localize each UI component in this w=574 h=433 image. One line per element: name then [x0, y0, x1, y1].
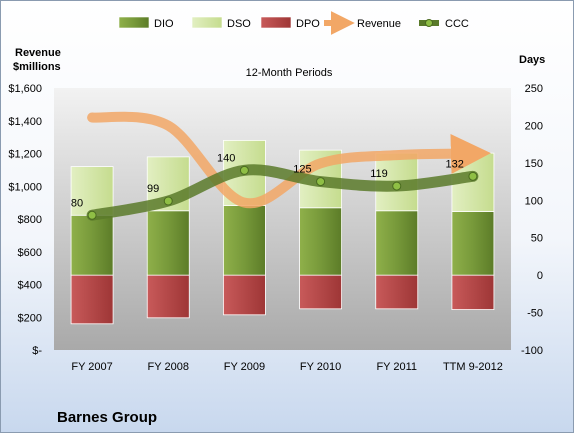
y-axis-right-ticks: -100 -50 0 50 100 150 200 250	[521, 83, 543, 357]
legend-label: CCC	[445, 18, 469, 30]
x-tick-label: FY 2010	[300, 361, 341, 373]
ccc-data-label: 99	[147, 183, 159, 195]
y-axis-left-label: Revenue	[15, 47, 61, 59]
y-right-tick-label: -100	[521, 345, 543, 357]
y-right-tick-label: 100	[525, 195, 543, 207]
bar-dio	[451, 211, 495, 276]
ccc-point	[87, 210, 97, 220]
y-axis-left-ticks: $- $200 $400 $600 $800 $1,000 $1,200 $1,400 $1,6…	[8, 83, 42, 357]
chart-title: 12-Month Periods	[246, 67, 333, 79]
lines: 80 99 140 125 119 132	[71, 111, 491, 221]
bar-dpo	[451, 274, 495, 310]
legend-label: DSO	[227, 18, 251, 30]
y-right-tick-label: 150	[525, 158, 543, 170]
revenue-line	[87, 111, 491, 209]
ccc-point	[316, 177, 326, 187]
x-tick-label: FY 2009	[224, 361, 265, 373]
y-axis-left-label-line2: $millions	[13, 61, 61, 73]
ccc-data-label: 80	[71, 197, 83, 209]
bar-dso	[70, 166, 114, 216]
ccc-line	[86, 164, 479, 221]
ccc-data-label: 119	[370, 168, 388, 180]
legend-label: DIO	[154, 18, 174, 30]
y-left-tick-label: $-	[32, 345, 42, 357]
plot-area	[54, 88, 511, 350]
y-right-tick-label: -50	[527, 308, 543, 320]
legend-swatch-point	[425, 19, 433, 27]
ccc-point	[392, 181, 402, 191]
y-left-tick-label: $1,400	[8, 116, 42, 128]
ccc-point	[239, 165, 249, 175]
ccc-data-label: 140	[217, 152, 235, 164]
bar-dpo	[146, 274, 190, 319]
bar-dpo	[299, 274, 342, 310]
x-tick-label: TTM 9-2012	[443, 361, 503, 373]
x-tick-label: FY 2008	[148, 361, 189, 373]
x-tick-label: FY 2007	[71, 361, 112, 373]
y-left-tick-label: $200	[18, 312, 42, 324]
bar-dpo	[375, 274, 419, 310]
bar-dpo	[223, 274, 266, 316]
company-name: Barnes Group	[57, 409, 157, 426]
y-left-tick-label: $1,000	[8, 181, 42, 193]
y-left-tick-label: $1,600	[8, 83, 42, 95]
y-right-tick-label: 0	[537, 270, 543, 282]
x-tick-label: FY 2011	[376, 361, 417, 373]
ccc-data-label: 125	[293, 164, 311, 176]
bar-dpo	[70, 274, 114, 325]
ccc-data-label: 132	[446, 158, 464, 170]
legend-label: DPO	[296, 18, 320, 30]
bar-dio	[375, 210, 419, 276]
legend: DIO DSO DPO Revenue CCC	[118, 11, 469, 35]
bar-dio	[223, 205, 266, 276]
bar-dio	[70, 214, 114, 276]
x-axis-ticks: FY 2007 FY 2008 FY 2009 FY 2010 FY 2011 TTM 9…	[71, 361, 502, 373]
y-left-tick-label: $800	[18, 214, 42, 226]
bar-dio	[146, 210, 190, 276]
legend-swatch	[118, 16, 150, 29]
bar-dio	[299, 207, 342, 276]
y-left-tick-label: $600	[18, 247, 42, 259]
y-right-tick-label: 200	[525, 120, 543, 132]
y-axis-right-label: Days	[519, 54, 545, 66]
legend-swatch	[191, 16, 223, 29]
y-right-tick-label: 50	[531, 233, 543, 245]
y-left-tick-label: $400	[18, 280, 42, 292]
ccc-point	[468, 171, 478, 181]
legend-swatch	[260, 16, 292, 29]
ccc-point	[163, 196, 173, 206]
legend-label: Revenue	[357, 18, 401, 30]
y-left-tick-label: $1,200	[8, 149, 42, 161]
y-right-tick-label: 250	[525, 83, 543, 95]
